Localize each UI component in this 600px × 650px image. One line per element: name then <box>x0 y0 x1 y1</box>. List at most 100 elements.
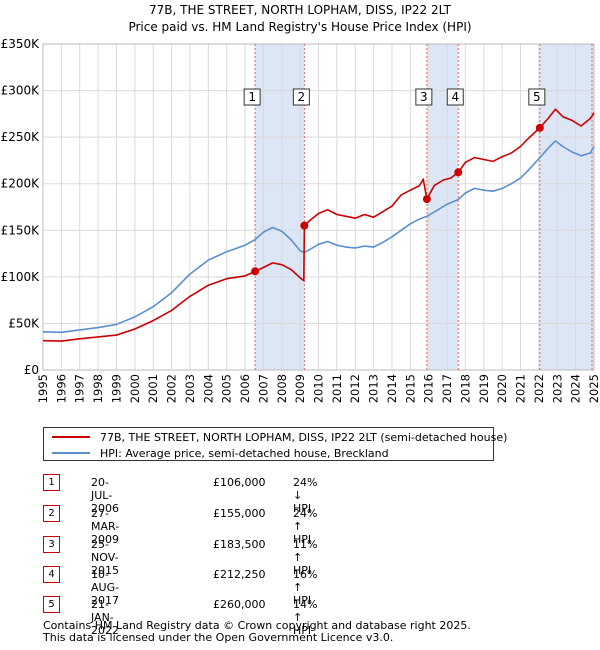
chart-title: 77B, THE STREET, NORTH LOPHAM, DISS, IP2… <box>149 3 452 17</box>
transaction-markers <box>251 123 544 276</box>
y-tick-label: £200K <box>1 177 41 191</box>
legend-swatch-property <box>52 436 90 438</box>
legend-swatch-hpi <box>52 452 90 454</box>
transaction-badges: 1 2 3 4 5 <box>243 88 546 106</box>
x-tick-label: 2023 <box>550 374 564 403</box>
footer-copyright: Contains HM Land Registry data © Crown c… <box>43 619 471 632</box>
footer-licence: This data is licensed under the Open Gov… <box>43 631 394 644</box>
x-tick-label: 1998 <box>91 374 105 403</box>
x-tick-label: 2019 <box>477 374 491 403</box>
legend-item-hpi: HPI: Average price, semi-detached house,… <box>52 445 389 461</box>
x-tick-label: 2008 <box>275 374 289 403</box>
transaction-hpi-diff: 14% ↑ HPI <box>293 598 318 637</box>
transaction-date: 10-AUG-2017 <box>91 568 120 607</box>
plot-frame <box>42 43 595 371</box>
price-chart: 77B, THE STREET, NORTH LOPHAM, DISS, IP2… <box>1 3 600 403</box>
footer: Contains HM Land Registry data © Crown c… <box>43 620 471 644</box>
transaction-badge-label: 1 <box>248 90 256 104</box>
grid <box>42 43 595 371</box>
transaction-point <box>300 221 309 230</box>
y-tick-label: £50K <box>8 316 40 330</box>
transaction-date: 21-JAN-2022 <box>91 598 119 637</box>
transaction-hpi-diff: 11% ↑ HPI <box>293 538 318 577</box>
x-tick-label: 2022 <box>532 374 546 403</box>
x-axis-ticks: 1995 1996 1997 1998 1999 2000 2001 2002 2003 2004… <box>36 374 600 403</box>
x-tick-label: 2017 <box>440 374 454 403</box>
transaction-badge-label: 4 <box>451 90 459 104</box>
x-tick-label: 2014 <box>385 374 399 403</box>
transaction-point <box>422 195 431 204</box>
transaction-badge-label: 2 <box>298 90 306 104</box>
x-tick-label: 2011 <box>330 374 344 403</box>
transaction-number-badge: 4 <box>43 566 60 583</box>
transaction-number-badge: 3 <box>43 536 60 553</box>
transaction-badge-box <box>243 88 261 106</box>
chart-subtitle: Price paid vs. HM Land Registry's House … <box>128 20 471 34</box>
x-tick-label: 2000 <box>128 374 142 403</box>
transaction-badge-label: 5 <box>533 90 541 104</box>
transaction-price: £260,000 <box>213 598 266 611</box>
legend-label-property: 77B, THE STREET, NORTH LOPHAM, DISS, IP2… <box>100 430 508 444</box>
transaction-price: £155,000 <box>213 507 266 520</box>
transaction-number-badge: 5 <box>43 596 60 613</box>
x-tick-label: 1996 <box>54 374 68 403</box>
y-tick-label: £150K <box>1 223 41 237</box>
transaction-badge: 1 <box>243 88 261 106</box>
x-tick-label: 2007 <box>256 374 270 403</box>
x-tick-label: 2013 <box>367 374 381 403</box>
shaded-range <box>539 44 594 370</box>
transaction-number-badge: 1 <box>43 474 60 491</box>
series-lines <box>42 108 595 342</box>
x-tick-label: 2003 <box>183 374 197 403</box>
x-tick-label: 2006 <box>238 374 252 403</box>
transaction-badge: 2 <box>292 88 310 106</box>
transaction-price: £183,500 <box>213 538 266 551</box>
transaction-date: 25-NOV-2015 <box>91 538 119 577</box>
x-tick-label: 2016 <box>422 374 436 403</box>
transaction-badge-box <box>446 88 464 106</box>
x-tick-label: 2010 <box>312 374 326 403</box>
transaction-badge: 4 <box>446 88 464 106</box>
x-tick-label: 1997 <box>73 374 87 403</box>
x-tick-label: 2021 <box>514 374 528 403</box>
series-line <box>42 140 595 334</box>
legend: 77B, THE STREET, NORTH LOPHAM, DISS, IP2… <box>43 427 507 461</box>
transaction-point <box>535 123 544 132</box>
transaction-badge: 5 <box>528 88 546 106</box>
transaction-hpi-diff: 24% ↓ HPI <box>293 476 318 515</box>
transaction-number-badge: 2 <box>43 505 60 522</box>
transaction-hpi-diff: 24% ↑ HPI <box>293 507 318 546</box>
x-tick-label: 2015 <box>403 374 417 403</box>
x-tick-label: 1999 <box>109 374 123 403</box>
y-tick-label: £0 <box>24 363 39 377</box>
transaction-price: £212,250 <box>213 568 266 581</box>
x-tick-label: 2018 <box>458 374 472 403</box>
y-tick-label: £300K <box>1 84 41 98</box>
x-tick-label: 2020 <box>495 374 509 403</box>
transaction-badge: 3 <box>415 88 433 106</box>
transaction-point <box>251 267 260 276</box>
y-axis-ticks: £0 £50K £100K £150K £200K £250K £300K £350K <box>1 37 41 377</box>
transaction-price: £106,000 <box>213 476 266 489</box>
transaction-hpi-diff: 16% ↑ HPI <box>293 568 318 607</box>
transaction-date: 27-MAR-2009 <box>91 507 120 546</box>
x-tick-label: 2004 <box>201 374 215 403</box>
x-tick-label: 2001 <box>146 374 160 403</box>
x-tick-label: 2025 <box>587 374 600 403</box>
transaction-point <box>454 168 463 177</box>
transaction-badge-box <box>528 88 546 106</box>
transaction-date: 20-JUL-2006 <box>91 476 119 515</box>
x-tick-label: 2002 <box>165 374 179 403</box>
x-tick-label: 2009 <box>293 374 307 403</box>
transaction-badge-box <box>292 88 310 106</box>
x-tick-label: 2024 <box>569 374 583 403</box>
transaction-badge-box <box>415 88 433 106</box>
x-tick-label: 2005 <box>220 374 234 403</box>
y-tick-label: £250K <box>1 130 41 144</box>
transaction-badge-label: 3 <box>420 90 428 104</box>
legend-item-property: 77B, THE STREET, NORTH LOPHAM, DISS, IP2… <box>52 429 507 445</box>
x-tick-label: 1995 <box>36 374 50 403</box>
x-tick-label: 2012 <box>348 374 362 403</box>
series-line <box>42 108 595 342</box>
y-tick-label: £350K <box>1 37 41 51</box>
